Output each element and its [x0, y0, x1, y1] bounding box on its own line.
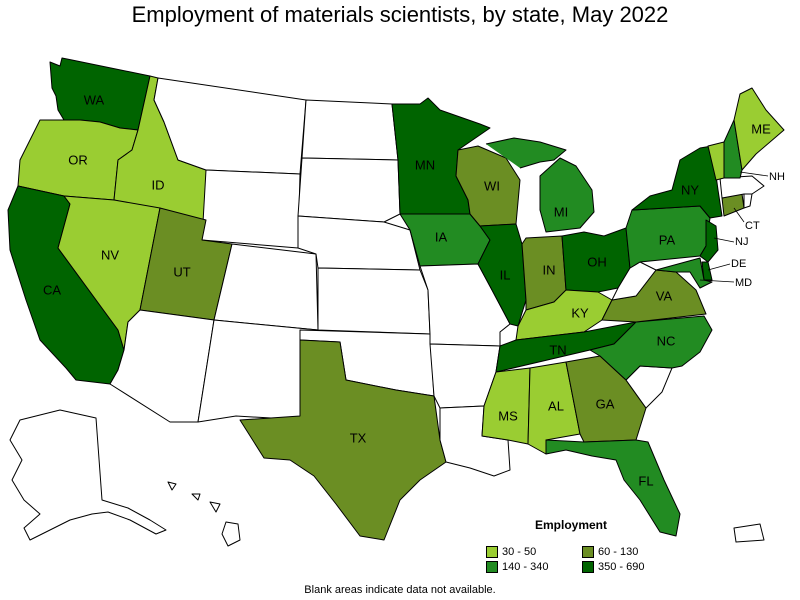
- map-title: Employment of materials scientists, by s…: [131, 2, 669, 27]
- label-DE: DE: [731, 258, 746, 270]
- state-CO: [213, 243, 319, 331]
- state-RI: [743, 193, 753, 209]
- state-IL: [477, 223, 527, 327]
- label-KY: KY: [571, 305, 589, 320]
- state-SD: [297, 157, 401, 223]
- legend-title: Employment: [534, 518, 607, 532]
- legend-item: 350 - 690: [582, 561, 662, 573]
- label-TN: TN: [549, 342, 566, 357]
- state-labels: WA OR ID CA NV UT TX MN IA WI IL MI IN O…: [43, 92, 771, 488]
- label-AL: AL: [548, 398, 564, 413]
- label-NH: NH: [769, 171, 785, 183]
- label-PA: PA: [659, 232, 676, 247]
- state-MI: [485, 137, 595, 233]
- legend-swatch: [486, 546, 498, 558]
- state-NH: [723, 119, 743, 179]
- label-IL: IL: [500, 267, 511, 282]
- state-PR: [733, 523, 765, 543]
- label-MN: MN: [415, 157, 435, 172]
- state-ND: [301, 99, 399, 161]
- label-CA: CA: [43, 282, 61, 297]
- state-NY: [631, 145, 723, 219]
- label-CT: CT: [745, 220, 760, 232]
- label-OH: OH: [587, 254, 607, 269]
- label-MD: MD: [735, 277, 752, 289]
- state-NC: [589, 315, 713, 381]
- state-WY: [201, 169, 301, 249]
- label-WI: WI: [484, 178, 500, 193]
- label-NV: NV: [101, 247, 119, 262]
- label-NJ: NJ: [735, 236, 748, 248]
- label-NY: NY: [681, 182, 699, 197]
- legend-swatch: [582, 546, 594, 558]
- label-IA: IA: [435, 229, 448, 244]
- label-VA: VA: [656, 288, 673, 303]
- state-ME: [733, 87, 785, 171]
- label-ID: ID: [152, 177, 165, 192]
- legend-swatch: [582, 561, 594, 573]
- legend-item: 140 - 340: [486, 561, 582, 573]
- state-KS: [317, 267, 431, 335]
- label-OR: OR: [68, 152, 88, 167]
- label-MS: MS: [498, 408, 518, 423]
- state-TX: [239, 339, 447, 541]
- state-AK: [9, 409, 167, 541]
- state-MA: [719, 175, 765, 199]
- label-WA: WA: [84, 92, 105, 107]
- label-FL: FL: [638, 473, 653, 488]
- label-UT: UT: [173, 264, 190, 279]
- state-HI: [167, 481, 241, 547]
- label-TX: TX: [350, 430, 367, 445]
- state-MD: [655, 257, 713, 289]
- legend-swatch: [486, 561, 498, 573]
- label-ME: ME: [751, 121, 771, 136]
- legend-item: 30 - 50: [486, 546, 582, 558]
- legend-item: 60 - 130: [582, 546, 662, 558]
- label-NC: NC: [657, 333, 676, 348]
- legend: Employment 30 - 50 60 - 130 140 - 340 35…: [486, 518, 656, 573]
- state-FL: [545, 439, 681, 537]
- label-IN: IN: [543, 262, 556, 277]
- callouts: NH CT NJ DE MD: [699, 171, 785, 289]
- footnote: Blank areas indicate data not available.: [304, 584, 496, 596]
- label-GA: GA: [596, 396, 615, 411]
- label-MI: MI: [554, 204, 568, 219]
